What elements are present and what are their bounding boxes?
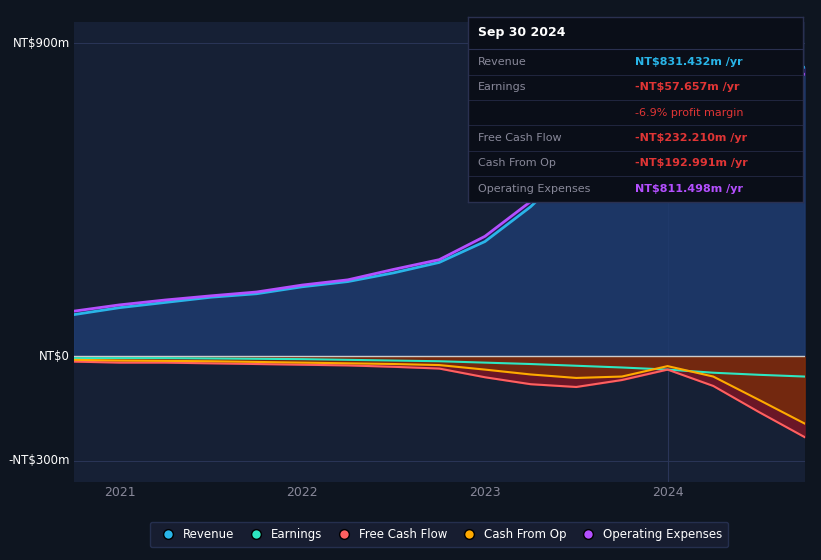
- Text: -NT$192.991m /yr: -NT$192.991m /yr: [635, 158, 748, 169]
- Text: Revenue: Revenue: [478, 57, 527, 67]
- Text: Cash From Op: Cash From Op: [478, 158, 556, 169]
- Text: Sep 30 2024: Sep 30 2024: [478, 26, 566, 39]
- Legend: Revenue, Earnings, Free Cash Flow, Cash From Op, Operating Expenses: Revenue, Earnings, Free Cash Flow, Cash …: [150, 522, 728, 547]
- Text: NT$0: NT$0: [39, 350, 71, 363]
- Text: -NT$232.210m /yr: -NT$232.210m /yr: [635, 133, 748, 143]
- Text: NT$900m: NT$900m: [13, 37, 71, 50]
- Text: -NT$300m: -NT$300m: [9, 454, 71, 467]
- Text: Earnings: Earnings: [478, 82, 526, 92]
- Text: -NT$57.657m /yr: -NT$57.657m /yr: [635, 82, 740, 92]
- Text: -6.9% profit margin: -6.9% profit margin: [635, 108, 744, 118]
- Text: Operating Expenses: Operating Expenses: [478, 184, 590, 194]
- Text: Free Cash Flow: Free Cash Flow: [478, 133, 562, 143]
- Text: NT$831.432m /yr: NT$831.432m /yr: [635, 57, 743, 67]
- Text: NT$811.498m /yr: NT$811.498m /yr: [635, 184, 744, 194]
